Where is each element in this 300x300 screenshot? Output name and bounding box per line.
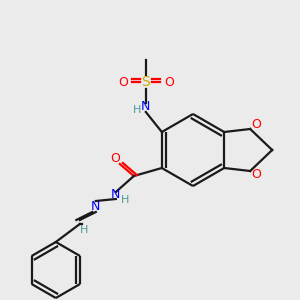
- Text: H: H: [80, 225, 88, 235]
- Text: N: N: [141, 100, 151, 113]
- Text: N: N: [91, 200, 101, 212]
- Text: O: O: [118, 76, 128, 88]
- Text: H: H: [121, 195, 129, 205]
- Text: O: O: [251, 169, 261, 182]
- Text: H: H: [133, 105, 141, 115]
- Text: O: O: [164, 76, 174, 88]
- Text: O: O: [251, 118, 261, 131]
- Text: S: S: [141, 75, 150, 89]
- Text: O: O: [110, 152, 120, 164]
- Text: N: N: [111, 188, 121, 200]
